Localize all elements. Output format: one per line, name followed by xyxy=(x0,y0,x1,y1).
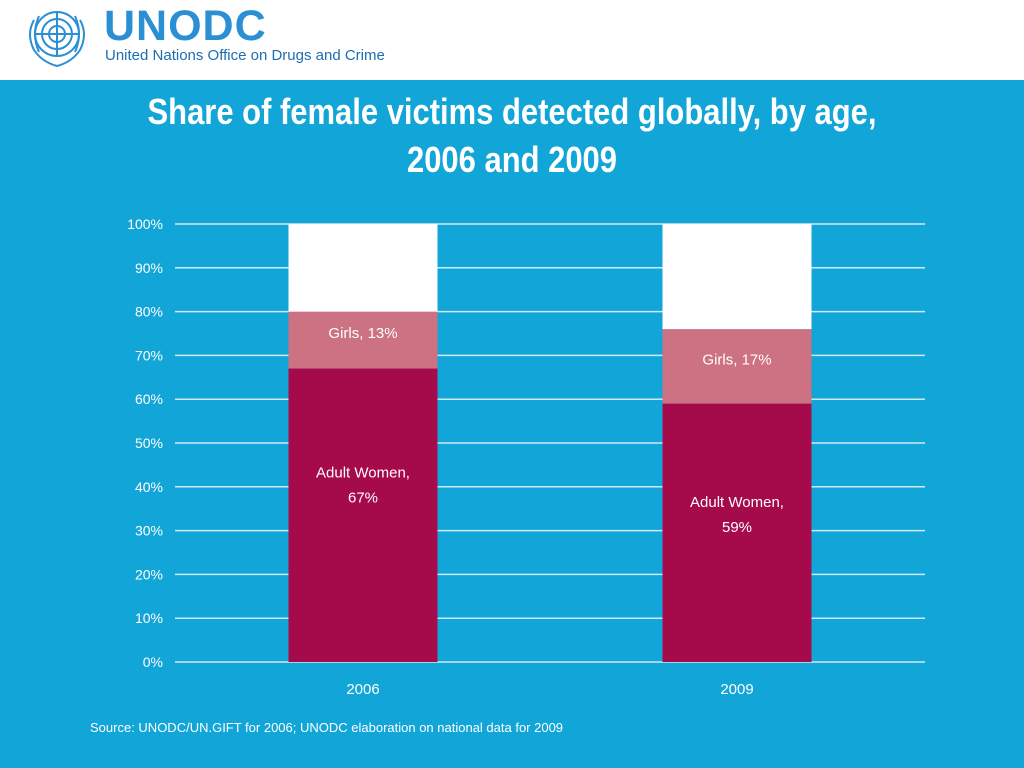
y-tick-label: 80% xyxy=(135,304,163,320)
data-label: Girls, 13% xyxy=(328,325,397,342)
un-emblem-icon xyxy=(29,11,85,68)
slide-title-line-1: Share of female victims detected globall… xyxy=(147,91,877,132)
bar-segment xyxy=(288,311,438,369)
bar-segment xyxy=(288,368,438,662)
y-tick-label: 0% xyxy=(143,654,163,670)
header-bar: UNODC United Nations Office on Drugs and… xyxy=(0,0,1024,80)
bar-segment xyxy=(662,403,812,662)
bar-segment xyxy=(662,329,812,404)
slide-title: Share of female victims detected globall… xyxy=(106,88,918,184)
y-tick-label: 40% xyxy=(135,479,163,495)
data-label: Girls, 17% xyxy=(702,351,771,368)
y-tick-label: 10% xyxy=(135,610,163,626)
org-name: United Nations Office on Drugs and Crime xyxy=(105,47,385,64)
x-tick-label: 2006 xyxy=(346,681,379,698)
bar-segment xyxy=(662,224,812,330)
bar-segment xyxy=(288,224,438,312)
y-tick-label: 100% xyxy=(127,216,163,232)
y-tick-label: 30% xyxy=(135,523,163,539)
y-tick-label: 70% xyxy=(135,347,163,363)
x-tick-label: 2009 xyxy=(720,681,753,698)
data-label: 67% xyxy=(348,489,378,506)
org-acronym: UNODC xyxy=(104,2,267,50)
data-label: Adult Women, xyxy=(690,494,784,511)
source-note: Source: UNODC/UN.GIFT for 2006; UNODC el… xyxy=(90,720,564,735)
y-tick-label: 60% xyxy=(135,391,163,407)
slide-title-line-2: 2006 and 2009 xyxy=(406,139,618,180)
y-tick-label: 20% xyxy=(135,566,163,582)
y-tick-label: 50% xyxy=(135,435,163,451)
data-label: 59% xyxy=(722,519,752,536)
y-tick-label: 90% xyxy=(135,260,163,276)
data-label: Adult Women, xyxy=(316,464,410,481)
